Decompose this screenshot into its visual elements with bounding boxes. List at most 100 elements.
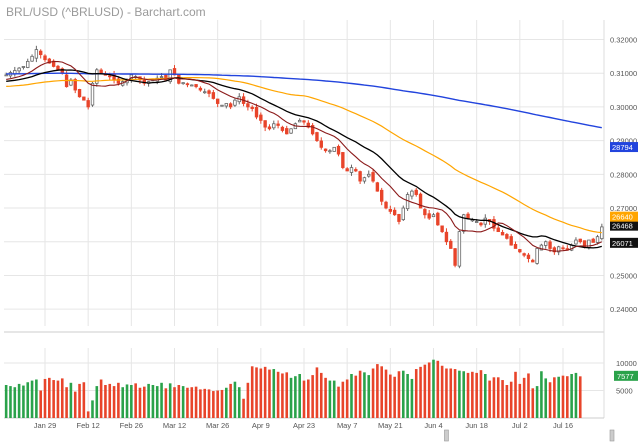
candle-body <box>168 69 172 83</box>
candle-body <box>375 182 380 192</box>
volume-bar <box>376 364 379 418</box>
volume-bar <box>250 366 254 418</box>
volume-bar <box>449 368 453 418</box>
study-tag-box <box>610 211 638 222</box>
volume-bar <box>578 376 582 418</box>
volume-tag-box <box>614 370 638 381</box>
candle-body <box>332 146 336 152</box>
volume-bar <box>272 369 276 418</box>
candle-body <box>462 214 466 232</box>
scroll-handle[interactable] <box>609 429 615 442</box>
date-tick-label: Jul 2 <box>512 421 528 430</box>
scroll-handle[interactable] <box>444 429 449 442</box>
candle-body <box>228 103 233 108</box>
price-tick-label: 0.24000 <box>610 305 637 314</box>
date-tick-label: Jun 4 <box>424 421 442 430</box>
study-tag-label: 28794 <box>612 143 633 152</box>
candle-body <box>4 74 8 77</box>
volume-bar <box>203 388 207 418</box>
volume-bar <box>259 368 263 418</box>
volume-bar <box>207 389 211 418</box>
candle-body <box>380 189 384 202</box>
volume-bar <box>436 360 440 418</box>
candle-body <box>457 231 462 267</box>
date-tick-label: Mar 26 <box>206 421 229 430</box>
volume-bar <box>35 379 38 418</box>
volume-bar <box>108 383 112 418</box>
candle-body <box>272 123 276 129</box>
volume-bar <box>574 372 578 418</box>
volume-bar <box>397 371 401 418</box>
candle-body <box>30 55 34 62</box>
candle-body <box>345 168 349 172</box>
volume-bar <box>535 386 539 418</box>
candle-body <box>539 244 544 251</box>
volume-bar <box>553 377 556 418</box>
price-tick-label: 0.32000 <box>610 35 637 44</box>
candle-body <box>116 78 121 84</box>
candle-body <box>289 128 293 134</box>
volume-bar <box>147 383 150 418</box>
volume-bar <box>65 387 68 418</box>
candle-body <box>26 60 30 68</box>
volume-bar <box>505 385 509 418</box>
candle-body <box>531 259 535 263</box>
candle-body <box>86 100 90 108</box>
candle-body <box>349 167 354 173</box>
volume-bar <box>518 383 522 418</box>
price-tick-label: 0.28000 <box>610 170 637 179</box>
candle-body <box>129 74 134 80</box>
volume-bar <box>164 388 168 418</box>
volume-bar <box>229 383 232 418</box>
candle-body <box>73 79 77 91</box>
study-tag-label: 26468 <box>612 222 633 231</box>
candle-body <box>362 177 367 182</box>
volume-bar <box>410 378 414 418</box>
volume-bar <box>453 369 457 418</box>
candle-body <box>82 96 86 101</box>
candle-body <box>233 99 237 106</box>
volume-bar <box>151 385 155 418</box>
candle-body <box>21 66 26 68</box>
candle-body <box>405 194 410 210</box>
volume-bar <box>39 390 42 418</box>
candle-body <box>371 172 375 182</box>
candle-body <box>310 125 315 135</box>
volume-bar <box>462 371 466 418</box>
volume-bar <box>458 370 461 418</box>
volume-bar <box>358 370 362 418</box>
candle-body <box>108 75 112 78</box>
date-tick-label: Mar 12 <box>163 421 186 430</box>
ma-10-line <box>6 61 603 252</box>
ma-50-line <box>6 77 602 234</box>
date-tick-label: Apr 23 <box>293 421 315 430</box>
candle-body <box>414 189 418 195</box>
candle-body <box>203 91 207 94</box>
volume-bar <box>255 367 258 418</box>
volume-bar <box>328 380 332 418</box>
date-tick-label: Feb 26 <box>120 421 143 430</box>
volume-bar <box>406 374 409 418</box>
candle-body <box>561 247 565 250</box>
volume-bar <box>371 368 375 418</box>
candle-body <box>190 84 194 87</box>
candle-body <box>194 84 198 88</box>
candle-body <box>77 89 82 98</box>
volume-bar <box>324 377 327 418</box>
date-tick-label: May 7 <box>337 421 357 430</box>
volume-bar <box>43 378 47 418</box>
volume-bar <box>138 387 142 418</box>
candle-body <box>47 58 52 64</box>
volume-bar <box>350 374 353 418</box>
study-tag-label: 26640 <box>612 213 633 222</box>
candle-body <box>388 209 393 212</box>
volume-bar <box>130 385 133 418</box>
candle-body <box>582 240 587 248</box>
volume-bar <box>30 380 34 418</box>
volume-bar <box>414 369 418 418</box>
price-tick-label: 0.30000 <box>610 103 637 112</box>
scroll-markers[interactable] <box>444 429 615 442</box>
candle-body <box>410 190 414 197</box>
candle-body <box>319 140 323 148</box>
